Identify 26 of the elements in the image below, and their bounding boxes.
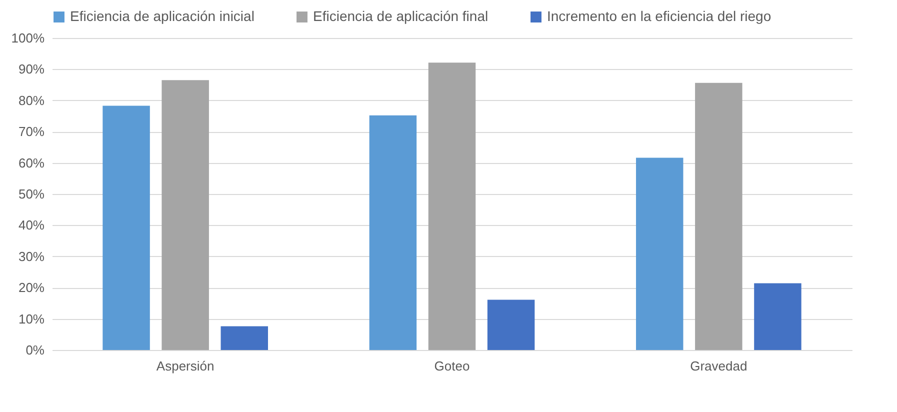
- x-tick-label: Gravedad: [690, 358, 748, 374]
- bar: [369, 115, 417, 350]
- bar: [102, 106, 150, 350]
- y-tick-label: 30%: [18, 248, 45, 264]
- legend-label: Incremento en la eficiencia del riego: [547, 8, 772, 24]
- bar: [636, 158, 684, 350]
- y-tick-label: 60%: [18, 155, 45, 170]
- y-tick-label: 70%: [18, 124, 45, 140]
- y-tick-label: 100%: [11, 30, 45, 46]
- legend-label: Eficiencia de aplicación inicial: [70, 8, 254, 24]
- legend-label: Eficiencia de aplicación final: [313, 8, 488, 24]
- y-tick-label: 90%: [18, 62, 45, 77]
- y-tick-label: 40%: [18, 218, 45, 233]
- bar: [487, 300, 535, 350]
- bar: [162, 80, 209, 350]
- x-tick-label: Goteo: [434, 358, 470, 374]
- x-tick-label: Aspersión: [156, 358, 214, 374]
- y-tick-label: 0%: [26, 342, 45, 358]
- bar: [754, 283, 802, 350]
- y-tick-label: 50%: [18, 186, 45, 202]
- y-tick-label: 10%: [18, 311, 45, 326]
- bar: [428, 62, 476, 350]
- bar: [220, 326, 268, 350]
- y-tick-label: 20%: [18, 280, 45, 296]
- y-tick-label: 80%: [18, 92, 45, 108]
- bar: [695, 82, 742, 350]
